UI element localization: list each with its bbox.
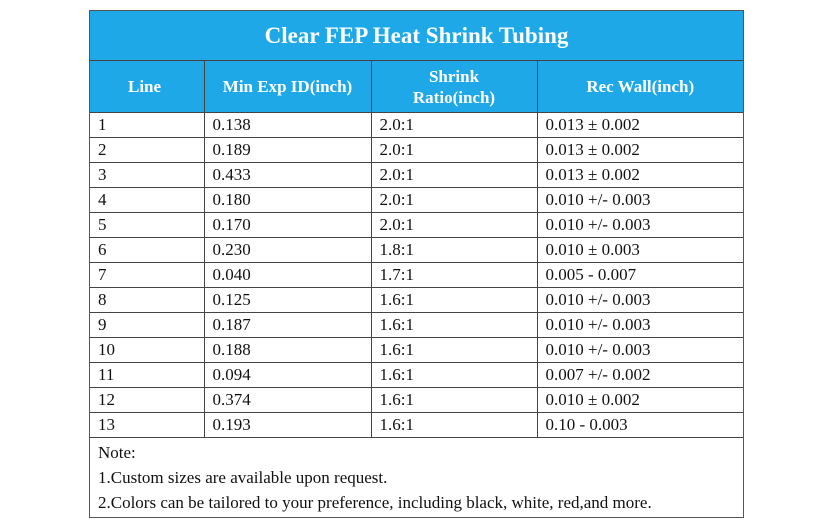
cell-rec-wall: 0.013 ± 0.002 <box>537 112 743 138</box>
table-row: 1 0.138 2.0:1 0.013 ± 0.002 <box>90 112 743 138</box>
notes-section: Note: 1.Custom sizes are available upon … <box>90 438 743 517</box>
table-title: Clear FEP Heat Shrink Tubing <box>90 11 743 61</box>
header-shrink-ratio-line1: Shrink <box>428 66 480 86</box>
cell-rec-wall: 0.010 +/- 0.003 <box>537 212 743 238</box>
cell-min-exp-id: 0.188 <box>204 337 372 363</box>
cell-line: 1 <box>90 112 205 138</box>
cell-line: 9 <box>90 312 205 338</box>
cell-shrink-ratio: 1.6:1 <box>371 287 538 313</box>
cell-rec-wall: 0.010 ± 0.003 <box>537 237 743 263</box>
cell-rec-wall: 0.013 ± 0.002 <box>537 137 743 163</box>
table-row: 7 0.040 1.7:1 0.005 - 0.007 <box>90 262 743 288</box>
notes-heading: Note: <box>98 443 136 462</box>
cell-line: 11 <box>90 362 205 388</box>
cell-shrink-ratio: 1.6:1 <box>371 387 538 413</box>
cell-rec-wall: 0.010 +/- 0.003 <box>537 287 743 313</box>
cell-min-exp-id: 0.189 <box>204 137 372 163</box>
cell-min-exp-id: 0.193 <box>204 412 372 438</box>
cell-shrink-ratio: 2.0:1 <box>371 187 538 213</box>
cell-rec-wall: 0.013 ± 0.002 <box>537 162 743 188</box>
cell-shrink-ratio: 2.0:1 <box>371 137 538 163</box>
cell-rec-wall: 0.007 +/- 0.002 <box>537 362 743 388</box>
table-row: 11 0.094 1.6:1 0.007 +/- 0.002 <box>90 362 743 388</box>
table-row: 3 0.433 2.0:1 0.013 ± 0.002 <box>90 162 743 188</box>
cell-min-exp-id: 0.180 <box>204 187 372 213</box>
table-row: 12 0.374 1.6:1 0.010 ± 0.002 <box>90 387 743 413</box>
cell-line: 3 <box>90 162 205 188</box>
table-row: 9 0.187 1.6:1 0.010 +/- 0.003 <box>90 312 743 338</box>
header-rec-wall: Rec Wall(inch) <box>537 61 743 113</box>
cell-rec-wall: 0.010 ± 0.002 <box>537 387 743 413</box>
cell-shrink-ratio: 2.0:1 <box>371 162 538 188</box>
cell-min-exp-id: 0.433 <box>204 162 372 188</box>
cell-rec-wall: 0.10 - 0.003 <box>537 412 743 438</box>
header-min-exp-id: Min Exp ID(inch) <box>204 61 372 113</box>
table-row: 5 0.170 2.0:1 0.010 +/- 0.003 <box>90 212 743 238</box>
cell-line: 5 <box>90 212 205 238</box>
cell-rec-wall: 0.010 +/- 0.003 <box>537 337 743 363</box>
note-item-1: 1.Custom sizes are available upon reques… <box>98 468 388 487</box>
cell-rec-wall: 0.005 - 0.007 <box>537 262 743 288</box>
cell-line: 4 <box>90 187 205 213</box>
table-row: 8 0.125 1.6:1 0.010 +/- 0.003 <box>90 287 743 313</box>
header-row: Line Min Exp ID(inch) Shrink Ratio(inch)… <box>90 61 743 113</box>
table-row: 4 0.180 2.0:1 0.010 +/- 0.003 <box>90 187 743 213</box>
table-row: 6 0.230 1.8:1 0.010 ± 0.003 <box>90 237 743 263</box>
note-item-2: 2.Colors can be tailored to your prefere… <box>98 493 652 512</box>
cell-rec-wall: 0.010 +/- 0.003 <box>537 312 743 338</box>
cell-shrink-ratio: 1.6:1 <box>371 412 538 438</box>
table-row: 13 0.193 1.6:1 0.10 - 0.003 <box>90 412 743 438</box>
cell-line: 2 <box>90 137 205 163</box>
cell-shrink-ratio: 1.6:1 <box>371 337 538 363</box>
cell-min-exp-id: 0.170 <box>204 212 372 238</box>
cell-line: 10 <box>90 337 205 363</box>
cell-rec-wall: 0.010 +/- 0.003 <box>537 187 743 213</box>
cell-shrink-ratio: 1.7:1 <box>371 262 538 288</box>
cell-shrink-ratio: 1.6:1 <box>371 312 538 338</box>
header-shrink-ratio-line2: Ratio(inch) <box>412 87 496 107</box>
cell-min-exp-id: 0.230 <box>204 237 372 263</box>
spec-table: Line Min Exp ID(inch) Shrink Ratio(inch)… <box>90 61 743 438</box>
cell-shrink-ratio: 1.8:1 <box>371 237 538 263</box>
cell-line: 12 <box>90 387 205 413</box>
header-shrink-ratio: Shrink Ratio(inch) <box>371 61 538 113</box>
spec-table-container: Clear FEP Heat Shrink Tubing Line Min Ex… <box>89 10 744 518</box>
cell-min-exp-id: 0.374 <box>204 387 372 413</box>
cell-min-exp-id: 0.187 <box>204 312 372 338</box>
cell-shrink-ratio: 2.0:1 <box>371 112 538 138</box>
cell-min-exp-id: 0.138 <box>204 112 372 138</box>
cell-line: 7 <box>90 262 205 288</box>
cell-shrink-ratio: 1.6:1 <box>371 362 538 388</box>
cell-shrink-ratio: 2.0:1 <box>371 212 538 238</box>
cell-line: 13 <box>90 412 205 438</box>
cell-line: 8 <box>90 287 205 313</box>
table-row: 10 0.188 1.6:1 0.010 +/- 0.003 <box>90 337 743 363</box>
cell-min-exp-id: 0.040 <box>204 262 372 288</box>
cell-min-exp-id: 0.125 <box>204 287 372 313</box>
table-row: 2 0.189 2.0:1 0.013 ± 0.002 <box>90 137 743 163</box>
cell-line: 6 <box>90 237 205 263</box>
cell-min-exp-id: 0.094 <box>204 362 372 388</box>
header-line: Line <box>90 61 205 113</box>
